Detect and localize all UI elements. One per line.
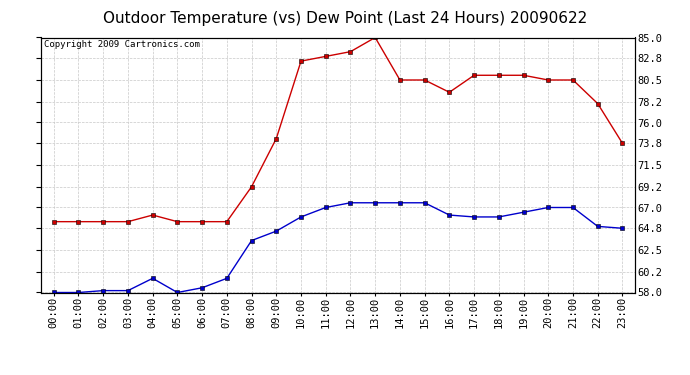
Text: Copyright 2009 Cartronics.com: Copyright 2009 Cartronics.com xyxy=(44,40,200,49)
Text: Outdoor Temperature (vs) Dew Point (Last 24 Hours) 20090622: Outdoor Temperature (vs) Dew Point (Last… xyxy=(103,11,587,26)
